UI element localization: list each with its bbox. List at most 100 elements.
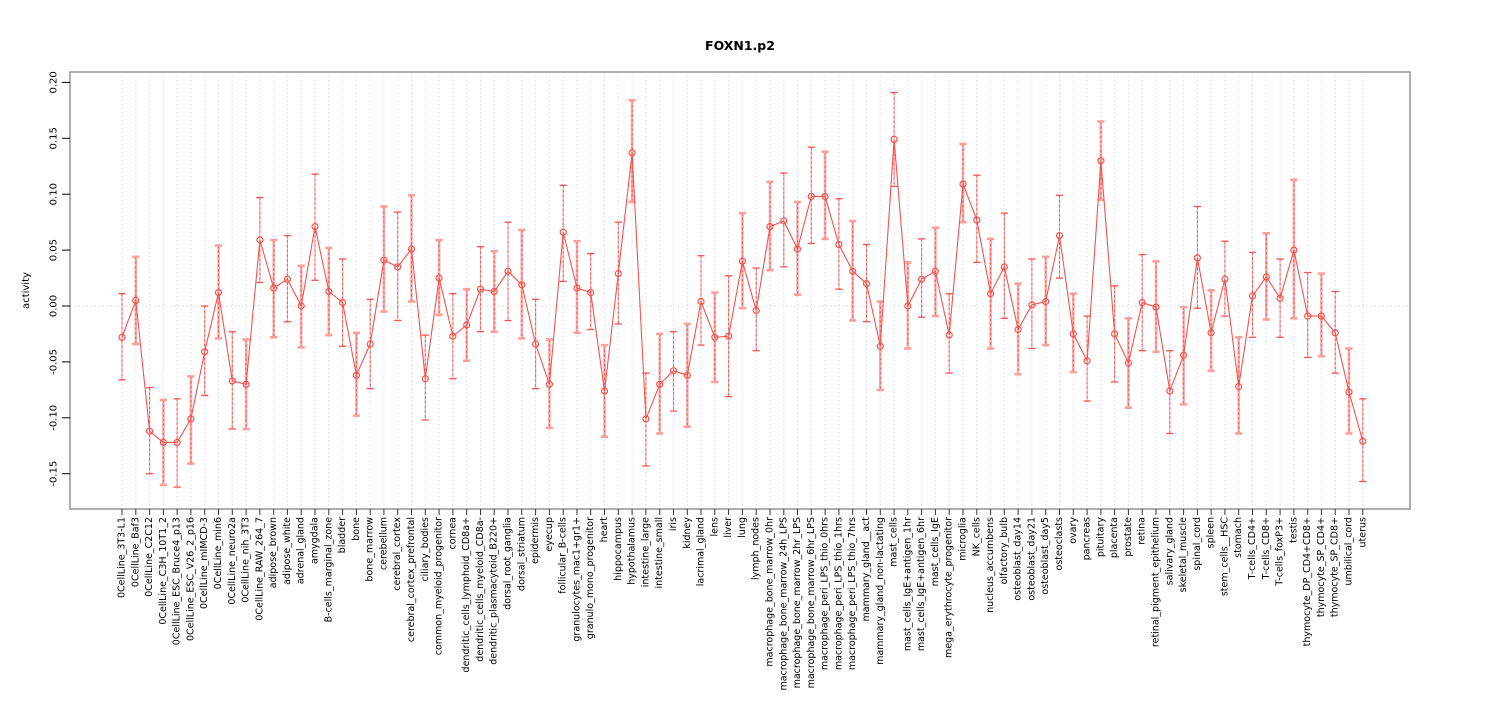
svg-text:B-cells_marginal_zone: B-cells_marginal_zone <box>323 517 334 623</box>
svg-text:intestine_large: intestine_large <box>640 517 651 587</box>
svg-text:thymocyte_SP_CD8+: thymocyte_SP_CD8+ <box>1330 517 1341 617</box>
svg-text:0CellLine_nih_3T3: 0CellLine_nih_3T3 <box>241 517 252 603</box>
svg-text:mast_cells_IgE+antigen_1hr: mast_cells_IgE+antigen_1hr <box>902 517 913 651</box>
svg-text:0.00: 0.00 <box>49 295 60 317</box>
chart-title: FOXN1.p2 <box>705 38 775 53</box>
svg-text:macrophage_peri_LPS_thio_0hrs: macrophage_peri_LPS_thio_0hrs <box>820 517 831 670</box>
svg-text:stomach: stomach <box>1233 517 1244 558</box>
svg-text:0CellLine_neuro2a: 0CellLine_neuro2a <box>227 517 238 605</box>
svg-text:bladder: bladder <box>337 517 348 553</box>
svg-text:bone_marrow: bone_marrow <box>365 517 376 582</box>
svg-text:microglia: microglia <box>958 517 969 561</box>
svg-text:granulocytes_mac1+gr1+: granulocytes_mac1+gr1+ <box>572 517 583 642</box>
svg-text:-0.10: -0.10 <box>49 405 60 431</box>
svg-text:intestine_small: intestine_small <box>654 517 665 588</box>
svg-text:thymocyte_SP_CD4+: thymocyte_SP_CD4+ <box>1316 517 1327 617</box>
svg-text:osteoblast_day21: osteoblast_day21 <box>1026 517 1037 601</box>
svg-text:prostate: prostate <box>1123 517 1134 557</box>
svg-text:uterus: uterus <box>1357 517 1368 548</box>
svg-text:mammary_gland__act: mammary_gland__act <box>861 517 872 622</box>
svg-text:cornea: cornea <box>447 517 458 549</box>
svg-text:adrenal_gland: adrenal_gland <box>296 517 307 584</box>
svg-text:common_myeloid_progenitor: common_myeloid_progenitor <box>434 517 445 655</box>
svg-text:dendritic_plasmacytoid_B220+: dendritic_plasmacytoid_B220+ <box>489 517 500 665</box>
svg-text:0CellLine_ESC_Bruce4_p13: 0CellLine_ESC_Bruce4_p13 <box>172 517 183 645</box>
svg-text:0.20: 0.20 <box>49 71 60 93</box>
svg-text:adipose_white: adipose_white <box>282 517 293 585</box>
svg-text:iris: iris <box>668 517 679 531</box>
svg-text:0CellLine_min6: 0CellLine_min6 <box>213 517 224 589</box>
svg-text:macrophage_bone_marrow_6hr_LPS: macrophage_bone_marrow_6hr_LPS <box>806 517 817 688</box>
svg-text:macrophage_bone_marrow_0hr: macrophage_bone_marrow_0hr <box>765 517 776 667</box>
svg-text:hippocampus: hippocampus <box>613 517 624 581</box>
svg-text:mammary_gland_non-lactating: mammary_gland_non-lactating <box>875 517 886 665</box>
svg-text:ciliary_bodies: ciliary_bodies <box>420 517 431 582</box>
svg-text:0CellLine_C2C12: 0CellLine_C2C12 <box>144 517 155 597</box>
svg-text:nucleus_accumbens: nucleus_accumbens <box>985 517 996 613</box>
svg-text:0.05: 0.05 <box>49 239 60 261</box>
svg-text:dorsal_root_ganglia: dorsal_root_ganglia <box>503 517 514 610</box>
svg-text:heart: heart <box>599 517 610 543</box>
svg-text:NK_cells: NK_cells <box>971 517 982 556</box>
svg-text:spleen: spleen <box>1206 517 1217 548</box>
svg-text:pancreas: pancreas <box>1082 517 1093 560</box>
svg-text:thymocyte_DP_CD4+CD8+: thymocyte_DP_CD4+CD8+ <box>1302 517 1313 646</box>
svg-text:macrophage_peri_LPS_thio_1hrs: macrophage_peri_LPS_thio_1hrs <box>833 517 844 670</box>
svg-text:dorsal_striatum: dorsal_striatum <box>516 517 527 591</box>
svg-text:-0.15: -0.15 <box>49 461 60 487</box>
svg-text:lacrimal_gland: lacrimal_gland <box>696 517 707 586</box>
svg-text:lens: lens <box>709 517 720 537</box>
svg-text:0CellLine_RAW_264_7: 0CellLine_RAW_264_7 <box>254 517 265 621</box>
svg-text:mast_cells_IgE: mast_cells_IgE <box>930 517 941 586</box>
svg-text:macrophage_peri_LPS_thio_7hrs: macrophage_peri_LPS_thio_7hrs <box>847 517 858 670</box>
svg-text:retinal_pigment_epithelium: retinal_pigment_epithelium <box>1151 517 1162 647</box>
svg-text:0.15: 0.15 <box>49 127 60 149</box>
svg-text:mast_cells_IgE+antigen_6hr: mast_cells_IgE+antigen_6hr <box>916 517 927 651</box>
svg-text:granulo_mono_progenitor: granulo_mono_progenitor <box>585 517 596 639</box>
svg-text:0CellLine_3T3-L1: 0CellLine_3T3-L1 <box>117 517 128 598</box>
svg-text:osteoclasts: osteoclasts <box>1054 517 1065 571</box>
svg-text:0CellLine_Baf3: 0CellLine_Baf3 <box>130 517 141 587</box>
svg-text:0CellLine_mIMCD-3: 0CellLine_mIMCD-3 <box>199 517 210 609</box>
svg-text:0CellLine_C3H_10T1_2: 0CellLine_C3H_10T1_2 <box>158 517 169 625</box>
svg-text:stem_cells__HSC: stem_cells__HSC <box>1219 517 1230 596</box>
svg-text:epidermis: epidermis <box>530 517 541 564</box>
svg-text:testis: testis <box>1288 517 1299 543</box>
svg-text:T-cells_foxP3+: T-cells_foxP3+ <box>1275 517 1286 587</box>
svg-text:cerebral_cortex: cerebral_cortex <box>392 517 403 591</box>
svg-text:osteoblast_day14: osteoblast_day14 <box>1013 517 1024 601</box>
svg-text:cerebral_cortex_prefrontal: cerebral_cortex_prefrontal <box>406 517 417 642</box>
svg-text:olfactory_bulb: olfactory_bulb <box>999 517 1010 584</box>
svg-text:amygdala: amygdala <box>310 517 321 564</box>
svg-text:cerebellum: cerebellum <box>378 517 389 570</box>
svg-text:skeletal_muscle: skeletal_muscle <box>1178 517 1189 592</box>
svg-text:T-cells_CD4+: T-cells_CD4+ <box>1247 517 1258 580</box>
svg-text:lung: lung <box>737 517 748 538</box>
svg-text:placenta: placenta <box>1109 517 1120 558</box>
svg-text:adipose_brown: adipose_brown <box>268 517 279 588</box>
svg-text:osteoblast_day5: osteoblast_day5 <box>1040 517 1051 595</box>
svg-text:umbilical_cord: umbilical_cord <box>1344 517 1355 585</box>
svg-text:bone: bone <box>351 517 362 541</box>
svg-text:spinal_cord: spinal_cord <box>1192 517 1203 571</box>
svg-text:dendritic_cells_myeloid_CD8a-: dendritic_cells_myeloid_CD8a- <box>475 517 486 662</box>
svg-text:ovary: ovary <box>1068 517 1079 544</box>
svg-text:hypothalamus: hypothalamus <box>627 517 638 585</box>
svg-text:kidney: kidney <box>682 517 693 549</box>
svg-text:macrophage_bone_marrow_2hr_LPS: macrophage_bone_marrow_2hr_LPS <box>792 517 803 688</box>
svg-text:mast_cells: mast_cells <box>889 517 900 567</box>
svg-text:0CellLine_ESC_V26_2_p16: 0CellLine_ESC_V26_2_p16 <box>185 517 196 641</box>
svg-text:dendritic_cells_lymphoid_CD8a+: dendritic_cells_lymphoid_CD8a+ <box>461 517 472 672</box>
svg-text:follicular_B-cells: follicular_B-cells <box>558 517 569 594</box>
svg-text:mega_erythrocyte_progenitor: mega_erythrocyte_progenitor <box>944 517 955 658</box>
svg-text:0.10: 0.10 <box>49 183 60 205</box>
svg-text:liver: liver <box>723 517 734 538</box>
svg-text:-0.05: -0.05 <box>49 349 60 375</box>
svg-text:retina: retina <box>1137 517 1148 545</box>
svg-text:eyecup: eyecup <box>544 517 555 552</box>
svg-text:macrophage_bone_marrow_24h_LPS: macrophage_bone_marrow_24h_LPS <box>778 517 789 691</box>
svg-text:lymph_nodes: lymph_nodes <box>751 517 762 580</box>
svg-text:pituitary: pituitary <box>1095 517 1106 558</box>
